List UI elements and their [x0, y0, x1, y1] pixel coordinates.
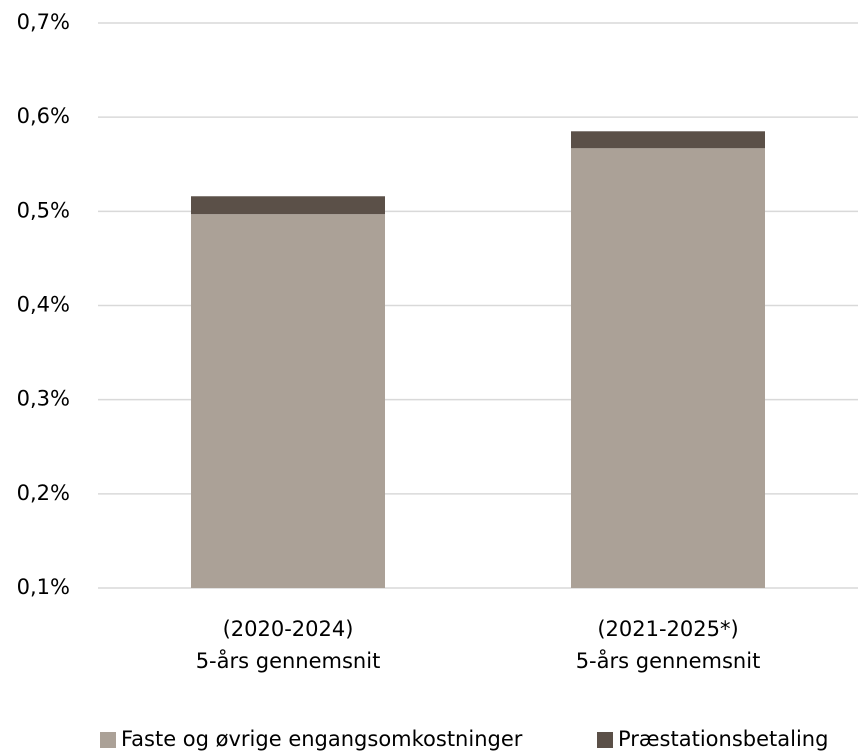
x-tick-label: 5-års gennemsnit	[576, 648, 761, 673]
x-tick-label: (2020-2024)	[223, 617, 354, 641]
bar-segment	[191, 196, 385, 215]
legend-swatch	[100, 732, 116, 748]
y-tick-label: 0,3%	[17, 387, 70, 411]
legend-label: Faste og øvrige engangsomkostninger	[121, 727, 523, 751]
legend-label: Præstationsbetaling	[618, 727, 828, 751]
y-tick-label: 0,7%	[17, 10, 70, 34]
bar-segment	[571, 148, 765, 588]
y-tick-label: 0,6%	[17, 104, 70, 128]
y-tick-label: 0,4%	[17, 293, 70, 317]
legend-swatch	[597, 732, 613, 748]
x-tick-label: 5-års gennemsnit	[196, 648, 381, 673]
bar-segment	[191, 214, 385, 589]
x-tick-label: (2021-2025*)	[597, 617, 738, 641]
bar-segment	[571, 131, 765, 149]
y-tick-label: 0,2%	[17, 481, 70, 505]
y-tick-label: 0,5%	[17, 198, 70, 222]
y-tick-label: 0,1%	[17, 575, 70, 599]
